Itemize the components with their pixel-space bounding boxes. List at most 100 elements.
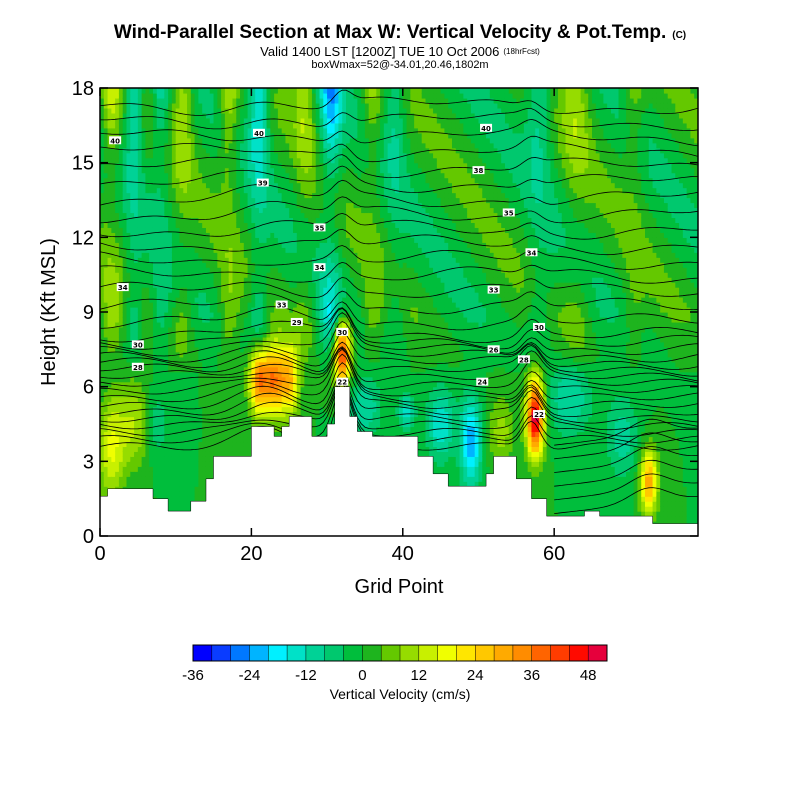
velocity-cell: [115, 277, 120, 283]
velocity-cell: [224, 242, 230, 248]
velocity-cell: [255, 366, 260, 373]
velocity-cell: [168, 356, 173, 363]
velocity-cell: [236, 321, 241, 328]
velocity-cell: [100, 466, 105, 472]
velocity-cell: [236, 162, 241, 169]
velocity-cell: [258, 381, 264, 388]
velocity-cell: [156, 381, 162, 388]
velocity-cell: [270, 411, 275, 418]
velocity-cell: [107, 227, 112, 233]
velocity-cell: [115, 217, 120, 223]
velocity-cell: [255, 406, 260, 413]
velocity-cell: [187, 102, 192, 109]
velocity-cell: [194, 416, 199, 423]
velocity-cell: [217, 197, 222, 204]
velocity-cell: [258, 326, 264, 333]
velocity-cell: [134, 336, 139, 343]
velocity-cell: [243, 222, 249, 228]
velocity-cell: [285, 202, 290, 209]
velocity-cell: [289, 122, 294, 129]
velocity-cell: [243, 112, 249, 119]
velocity-cell: [187, 391, 192, 398]
velocity-cell: [160, 192, 165, 199]
velocity-cell: [164, 207, 169, 214]
velocity-cell: [100, 451, 105, 457]
velocity-cell: [209, 406, 215, 413]
velocity-cell: [251, 316, 256, 323]
velocity-cell: [160, 411, 165, 418]
velocity-cell: [126, 421, 131, 428]
velocity-cell: [300, 107, 305, 114]
velocity-cell: [130, 466, 135, 472]
velocity-cell: [164, 486, 169, 492]
velocity-cell: [224, 297, 230, 303]
velocity-cell: [111, 326, 116, 333]
velocity-cell: [134, 167, 139, 174]
velocity-cell: [228, 316, 234, 323]
velocity-cell: [134, 401, 139, 408]
velocity-cell: [107, 476, 112, 482]
velocity-cell: [134, 481, 139, 487]
velocity-cell: [205, 237, 211, 243]
velocity-cell: [183, 426, 188, 433]
velocity-cell: [247, 351, 252, 358]
velocity-cell: [293, 212, 298, 219]
velocity-cell: [141, 107, 147, 114]
velocity-cell: [258, 292, 264, 298]
velocity-cell: [179, 232, 184, 238]
velocity-cell: [164, 366, 169, 373]
velocity-cell: [285, 316, 290, 323]
velocity-cell: [179, 406, 184, 413]
velocity-cell: [293, 127, 298, 134]
velocity-cell: [126, 436, 131, 443]
velocity-cell: [198, 107, 203, 114]
velocity-cell: [168, 197, 173, 204]
velocity-cell: [160, 207, 165, 214]
velocity-cell: [111, 436, 116, 443]
velocity-cell: [281, 416, 287, 423]
velocity-cell: [171, 137, 177, 144]
velocity-cell: [270, 277, 275, 283]
velocity-cell: [243, 107, 249, 114]
velocity-cell: [103, 312, 109, 318]
velocity-cell: [304, 396, 309, 403]
velocity-cell: [168, 92, 173, 99]
velocity-cell: [247, 142, 252, 149]
velocity-cell: [149, 132, 154, 139]
velocity-cell: [251, 177, 256, 184]
velocity-cell: [205, 426, 211, 433]
velocity-cell: [100, 456, 105, 462]
velocity-cell: [274, 142, 279, 149]
velocity-cell: [137, 202, 143, 209]
velocity-cell: [168, 292, 173, 298]
velocity-cell: [251, 117, 256, 124]
velocity-cell: [293, 346, 298, 353]
velocity-cell: [115, 262, 120, 268]
velocity-cell: [103, 356, 109, 363]
velocity-cell: [190, 376, 196, 383]
velocity-cell: [100, 491, 105, 497]
velocity-cell: [274, 356, 279, 363]
velocity-cell: [137, 172, 143, 179]
velocity-cell: [270, 282, 275, 288]
velocity-cell: [115, 346, 120, 353]
velocity-cell: [130, 356, 135, 363]
velocity-cell: [281, 122, 287, 129]
velocity-cell: [213, 142, 218, 149]
velocity-cell: [274, 207, 279, 214]
velocity-cell: [152, 476, 158, 482]
velocity-cell: [115, 112, 120, 119]
velocity-cell: [103, 107, 109, 114]
velocity-cell: [262, 217, 268, 223]
velocity-cell: [187, 207, 192, 214]
velocity-cell: [152, 426, 158, 433]
velocity-cell: [175, 232, 181, 238]
velocity-cell: [228, 167, 234, 174]
velocity-cell: [266, 316, 271, 323]
velocity-cell: [213, 326, 218, 333]
velocity-cell: [187, 376, 192, 383]
velocity-cell: [175, 421, 181, 428]
velocity-cell: [190, 252, 196, 258]
velocity-cell: [198, 227, 203, 233]
velocity-cell: [243, 366, 249, 373]
